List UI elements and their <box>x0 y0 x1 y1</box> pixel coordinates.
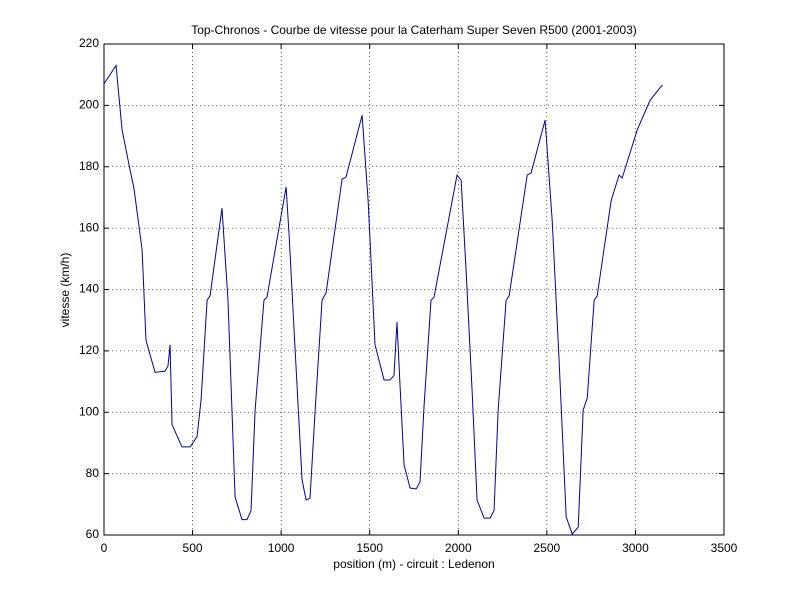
x-tick-label: 500 <box>183 541 203 555</box>
x-tick-label: 2500 <box>534 541 561 555</box>
x-tick-label: 0 <box>101 541 108 555</box>
x-tick-label: 1500 <box>356 541 383 555</box>
y-tick-label: 160 <box>79 220 99 234</box>
y-tick-label: 220 <box>79 36 99 50</box>
x-tick-label: 3500 <box>711 541 738 555</box>
speed-line <box>103 64 663 536</box>
x-tick-label: 1000 <box>268 541 295 555</box>
x-tick-label: 3000 <box>622 541 649 555</box>
y-tick-label: 60 <box>86 527 100 541</box>
y-tick-label: 100 <box>79 404 99 418</box>
y-tick-label: 120 <box>79 343 99 357</box>
y-tick-label: 80 <box>86 466 100 480</box>
plot-frame <box>103 43 725 536</box>
y-axis-label: vitesse (km/h) <box>58 253 72 328</box>
y-tick-label: 180 <box>79 159 99 173</box>
y-tick-label: 140 <box>79 282 99 296</box>
y-tick-label: 200 <box>79 98 99 112</box>
x-axis-label: position (m) - circuit : Ledenon <box>333 557 494 571</box>
x-tick-label: 2000 <box>445 541 472 555</box>
chart-title: Top-Chronos - Courbe de vitesse pour la … <box>191 23 637 37</box>
